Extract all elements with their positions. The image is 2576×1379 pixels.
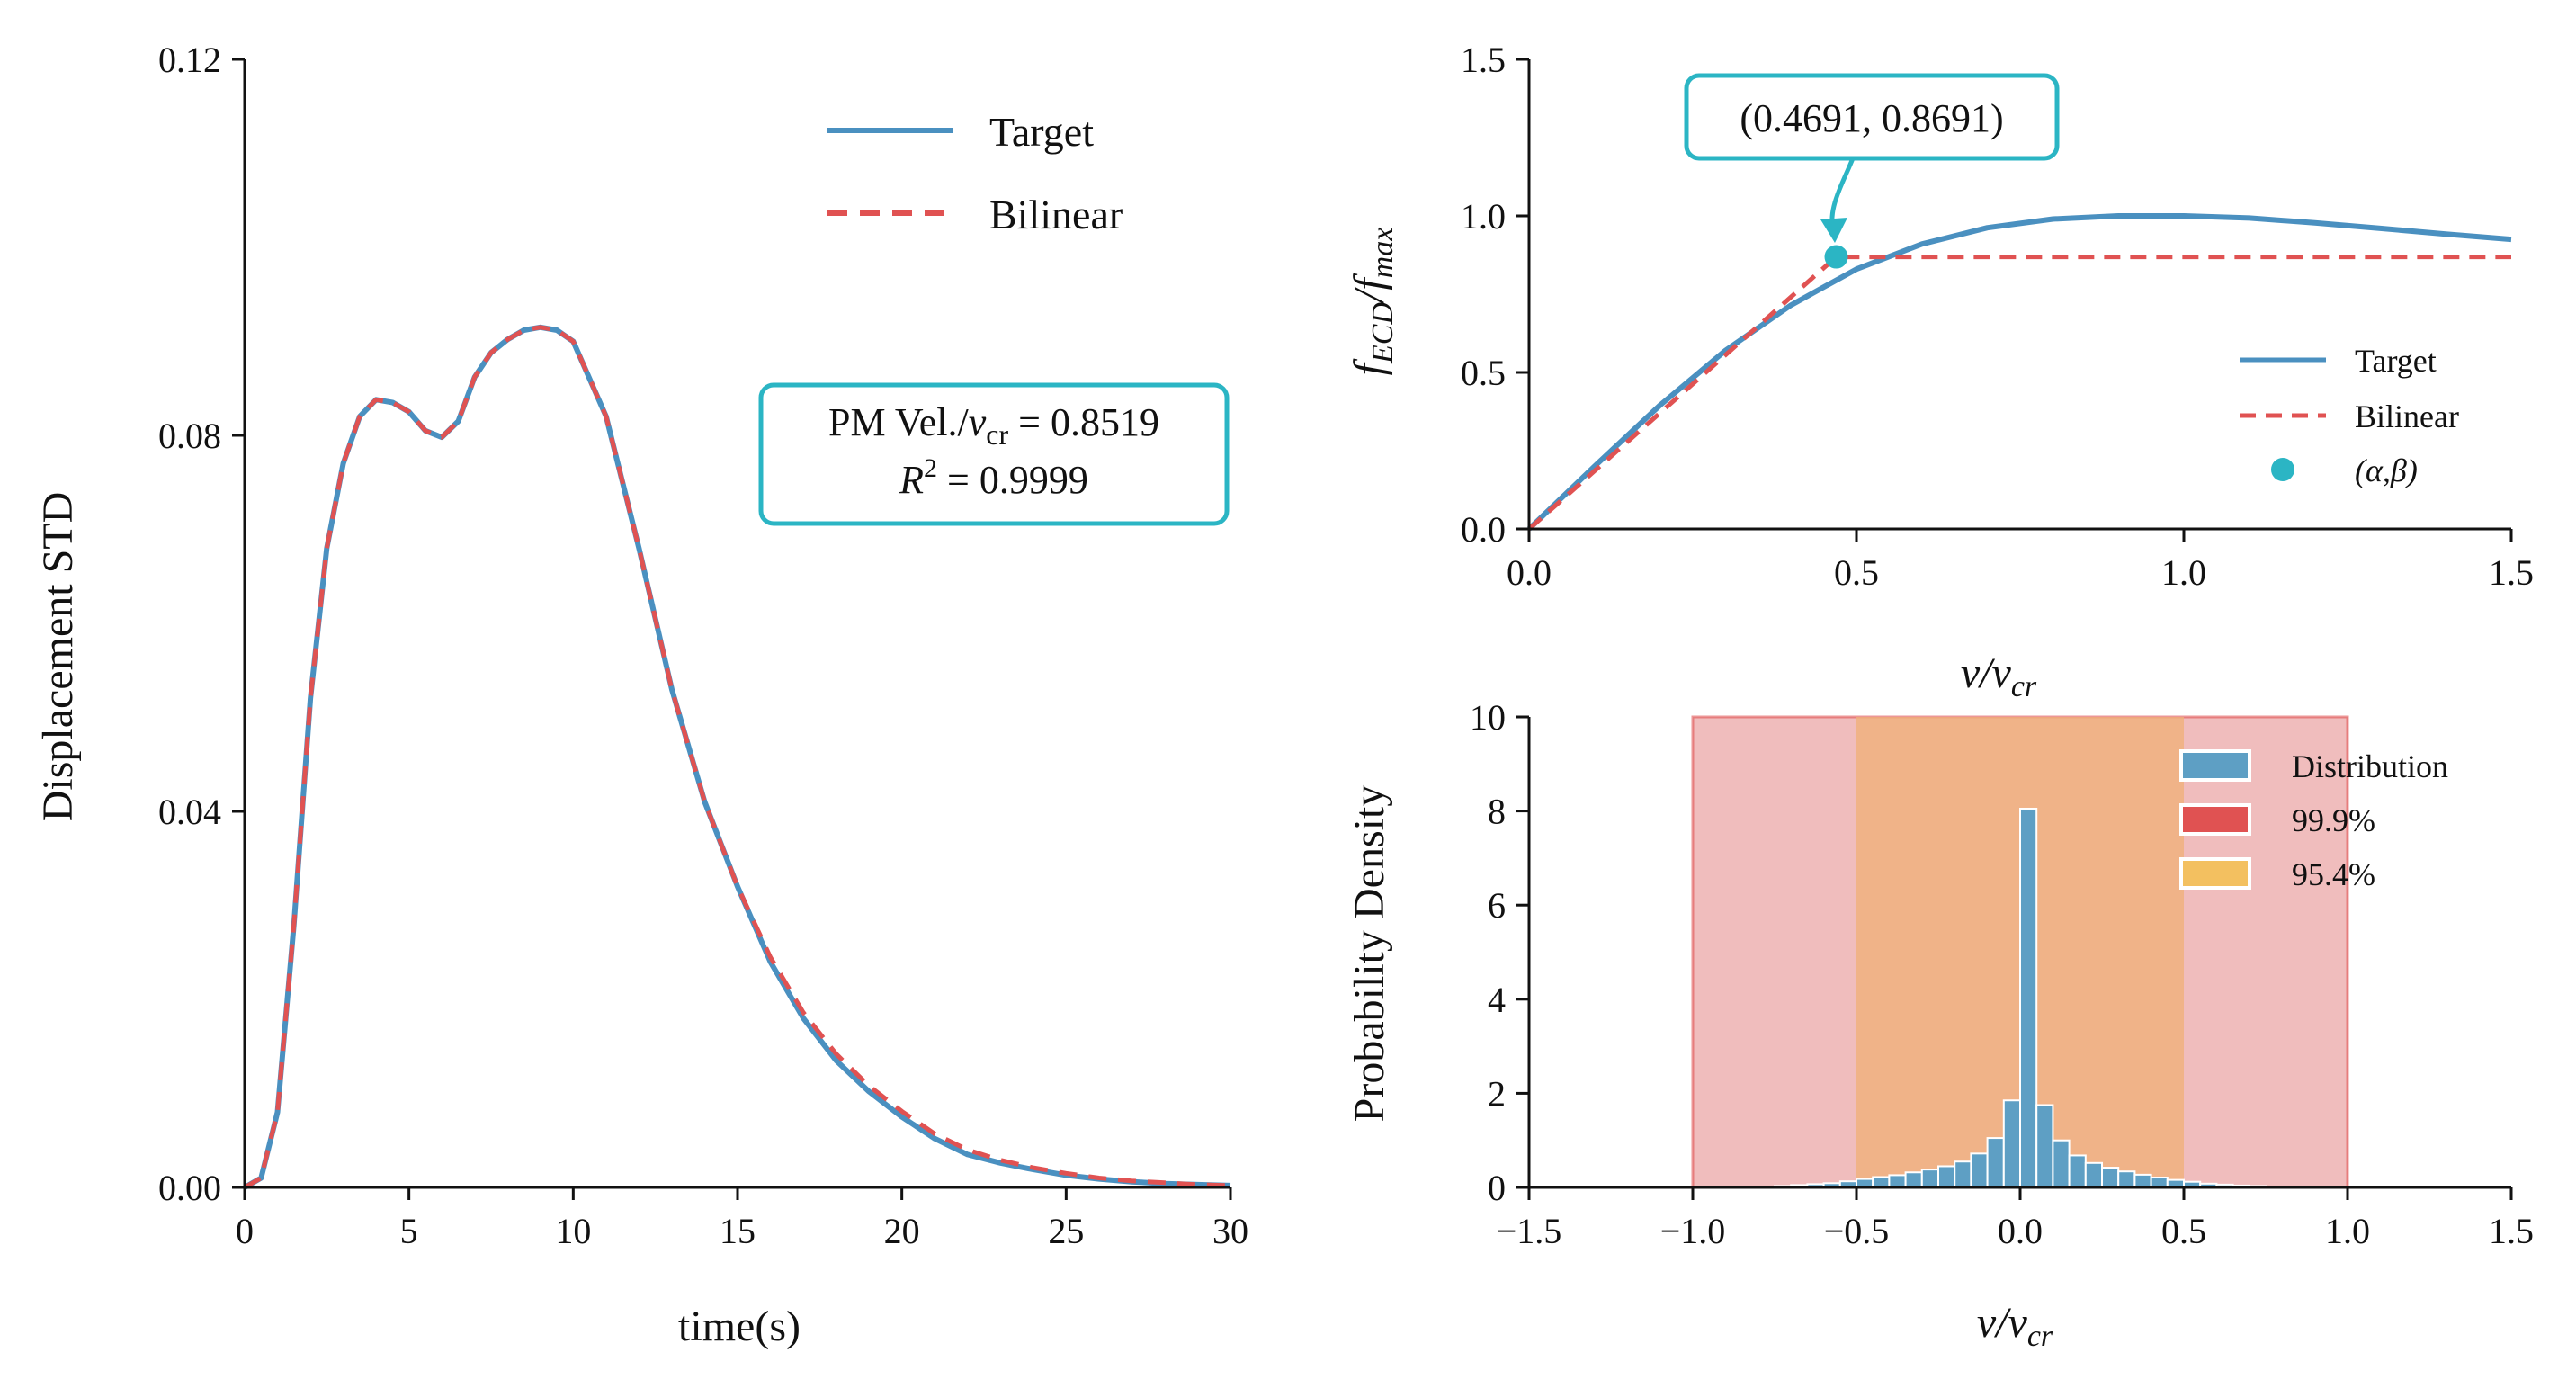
br-ticks: −1.5 −1.0 −0.5 0.0 0.5 1.0 1.5 0 2 4 6 8 10 [1470, 697, 2534, 1251]
left-x-tick-label: 10 [555, 1211, 591, 1251]
histogram-bar [1954, 1160, 1972, 1188]
br-x-tick-label: −0.5 [1824, 1211, 1890, 1251]
bilinear-line [243, 325, 1231, 1190]
histogram-bar [1904, 1171, 1923, 1189]
histogram-bar [2117, 1170, 2136, 1189]
tr-legend: Target Bilinear (α,β) [2240, 343, 2459, 488]
tr-legend-target-label: Target [2355, 343, 2437, 379]
left-x-tick-label: 15 [720, 1211, 756, 1251]
tr-x-tick-label: 1.0 [2161, 552, 2206, 593]
histogram-bar [2133, 1173, 2152, 1189]
histogram-bar [2035, 1104, 2054, 1188]
histogram-bar [1920, 1169, 1940, 1188]
ecd-target-line [1526, 213, 2512, 532]
br-xlabel: v/vcr [1977, 1299, 2053, 1353]
ecd-bilinear-line [1527, 255, 2511, 531]
left-x-tick-label: 5 [400, 1211, 418, 1251]
br-y-tick-label: 4 [1488, 980, 1506, 1020]
br-y-tick-label: 8 [1488, 792, 1506, 832]
br-x-tick-label: 1.0 [2325, 1211, 2370, 1251]
fit-annotation-box: PM Vel./vcr = 0.8519 R2 = 0.9999 [758, 382, 1230, 526]
left-ticks: 0 5 10 15 20 25 30 0.00 0.04 0.08 0.12 [158, 40, 1248, 1251]
tr-series-lines [1526, 213, 2512, 532]
left-xlabel: time(s) [678, 1303, 801, 1350]
histogram-bar [2068, 1154, 2087, 1189]
histogram-bar [2002, 1099, 2022, 1188]
callout-arrowhead [1820, 218, 1847, 243]
br-y-tick-label: 0 [1488, 1168, 1506, 1208]
tr-legend-bilinear-label: Bilinear [2355, 398, 2459, 434]
tr-legend-point-swatch [2271, 458, 2294, 481]
left-x-tick-label: 30 [1212, 1211, 1248, 1251]
panel-displacement-std: 0 5 10 15 20 25 30 0.00 0.04 0.08 0.12 time(s) Dis… [34, 40, 1248, 1350]
left-y-tick-label: 0.12 [158, 40, 221, 80]
br-legend-999-swatch [2179, 803, 2251, 836]
br-legend: Distribution 99.9% 95.4% [2179, 748, 2448, 892]
left-y-tick-label: 0.00 [158, 1168, 221, 1208]
histogram-bar [2084, 1161, 2104, 1188]
fit-annotation-line2: R2 = 0.9999 [899, 453, 1088, 502]
histogram-bar [2150, 1177, 2169, 1188]
tr-y-tick-label: 1.5 [1461, 40, 1506, 80]
br-legend-distribution-label: Distribution [2292, 748, 2448, 784]
tr-y-tick-label: 0.0 [1461, 509, 1506, 550]
fit-annotation-line1: PM Vel./vcr = 0.8519 [828, 400, 1159, 451]
panel-probability-density: −1.5 −1.0 −0.5 0.0 0.5 1.0 1.5 0 2 4 6 8 10 v/vcr Pr… [1346, 697, 2534, 1353]
br-legend-distribution-swatch [2179, 749, 2251, 782]
alpha-beta-callout: (0.4691, 0.8691) [1684, 73, 2060, 243]
br-x-tick-label: −1.0 [1660, 1211, 1726, 1251]
br-legend-954-swatch [2179, 857, 2251, 890]
tr-x-tick-label: 1.5 [2489, 552, 2534, 593]
br-y-tick-label: 2 [1488, 1073, 1506, 1114]
left-y-tick-label: 0.08 [158, 416, 221, 456]
tr-y-tick-label: 0.5 [1461, 353, 1506, 393]
left-ylabel: Displacement STD [34, 492, 82, 822]
histogram-bar [2101, 1167, 2120, 1189]
left-x-tick-label: 25 [1048, 1211, 1084, 1251]
br-x-tick-label: −1.5 [1497, 1211, 1562, 1251]
br-legend-954-label: 95.4% [2292, 856, 2375, 892]
left-legend: Target Bilinear [827, 109, 1123, 237]
legend-target-label: Target [989, 109, 1094, 155]
left-x-tick-label: 20 [884, 1211, 920, 1251]
histogram-bar [1872, 1176, 1891, 1189]
tr-x-tick-label: 0.0 [1507, 552, 1552, 593]
alpha-beta-point [1824, 245, 1848, 269]
br-y-tick-label: 6 [1488, 885, 1506, 926]
left-series-lines [243, 324, 1231, 1190]
histogram-bar [1986, 1137, 2005, 1188]
callout-text: (0.4691, 0.8691) [1740, 96, 2003, 140]
tr-axes [1527, 59, 2511, 531]
callout-frame [1684, 73, 2060, 161]
histogram-bar [1937, 1165, 1956, 1188]
br-x-tick-label: 1.5 [2489, 1211, 2534, 1251]
br-y-tick-label: 10 [1470, 697, 1506, 738]
histogram-bar [2052, 1139, 2071, 1188]
panel-ecd-curve: 0.0 0.5 1.0 1.5 0.0 0.5 1.0 1.5 v/vcr fECD/fmax… [1346, 40, 2534, 703]
fit-annotation-frame [758, 382, 1230, 526]
tr-ylabel: fECD/fmax [1346, 228, 1400, 376]
br-ylabel: Probability Density [1346, 785, 1393, 1123]
br-x-tick-label: 0.5 [2161, 1211, 2206, 1251]
tr-y-tick-label: 1.0 [1461, 196, 1506, 237]
tr-x-tick-label: 0.5 [1834, 552, 1879, 593]
left-y-tick-label: 0.04 [158, 792, 221, 832]
histogram-bar [1970, 1152, 1989, 1188]
histogram-bar [2019, 807, 2038, 1188]
tr-ticks: 0.0 0.5 1.0 1.5 0.0 0.5 1.0 1.5 [1461, 40, 2534, 593]
tr-legend-point-label: (α,β) [2355, 452, 2418, 488]
histogram-bar [1888, 1174, 1907, 1188]
left-x-tick-label: 0 [236, 1211, 254, 1251]
br-legend-999-label: 99.9% [2292, 802, 2375, 838]
tr-xlabel: v/vcr [1961, 649, 2037, 703]
br-x-tick-label: 0.0 [1998, 1211, 2043, 1251]
legend-bilinear-label: Bilinear [989, 192, 1123, 237]
